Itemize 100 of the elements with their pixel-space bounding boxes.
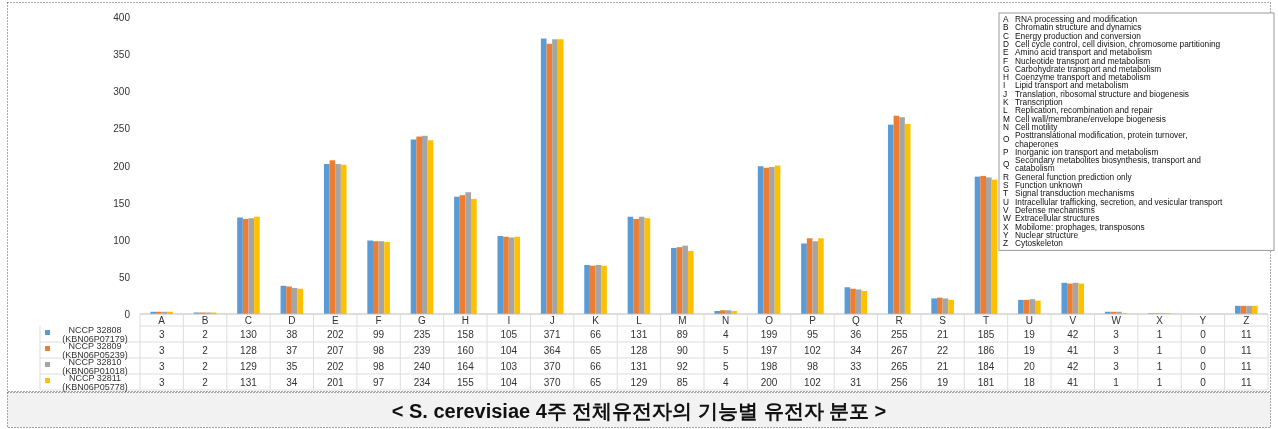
y-tick-label: 350 (113, 49, 131, 61)
data-label: 186 (977, 344, 995, 356)
annotation: O Posttranslational modification, protein turnover, chaperones (1003, 130, 1188, 149)
y-tick-label: 250 (113, 123, 131, 135)
x-tick-label: M (678, 315, 687, 326)
data-label: 370 (543, 376, 561, 388)
text: < S. cerevisiae 4주 전체유전자의 기능별 유전자 분포 > (391, 400, 887, 422)
data-label: 202 (326, 360, 345, 372)
data-label: 199 (760, 328, 778, 340)
data-label: 200 (760, 376, 778, 388)
data-label: 34 (850, 344, 862, 356)
data-label: 3 (1113, 344, 1120, 356)
data-label: 66 (589, 360, 602, 372)
x-tick-label: P (809, 315, 817, 326)
data-label: 21 (937, 360, 949, 372)
data-label: 2 (202, 344, 209, 356)
data-label: 164 (457, 360, 475, 372)
annotation: K Transcription (1003, 97, 1064, 107)
data-label: 129 (630, 376, 648, 388)
x-tick-label: U (1025, 315, 1033, 326)
data-label: 21 (937, 328, 949, 340)
data-label: 181 (977, 376, 995, 388)
x-tick-label: B (201, 315, 209, 326)
data-label: 41 (1067, 344, 1079, 356)
data-label: 370 (543, 360, 561, 372)
data-label: 184 (977, 360, 995, 372)
annotation: B Chromatin structure and dynamics (1003, 22, 1142, 33)
data-label: 22 (937, 344, 949, 356)
data-label: 31 (850, 376, 862, 388)
x-tick-label: H (461, 315, 469, 326)
data-label: 98 (373, 344, 385, 356)
data-label: 130 (240, 328, 258, 340)
x-tick-label: D (288, 315, 296, 326)
x-tick-label: E (331, 315, 339, 326)
data-label: 66 (589, 328, 602, 340)
data-label: 0 (1200, 344, 1207, 356)
data-label: 3 (158, 328, 165, 340)
x-tick-label: C (244, 315, 253, 326)
data-label: 0 (1200, 328, 1207, 340)
data-label: 2 (202, 376, 209, 388)
data-label: 265 (890, 360, 909, 372)
data-label: 158 (457, 328, 475, 340)
y-tick-label: 50 (118, 271, 131, 283)
annotation: H Coenzyme transport and metabolism (1003, 72, 1151, 83)
data-label: 3 (158, 344, 165, 356)
data-label: 256 (890, 376, 909, 388)
data-label: 99 (373, 328, 385, 340)
data-label: 131 (240, 376, 258, 388)
data-label: 235 (413, 328, 431, 340)
data-label: 41 (1067, 376, 1079, 388)
data-label: 197 (760, 344, 778, 356)
data-label: 104 (500, 376, 518, 388)
y-tick-label: 0 (124, 309, 131, 320)
data-label: 19 (1023, 328, 1036, 340)
data-label: 2 (202, 328, 209, 340)
data-label: 202 (326, 328, 345, 340)
x-tick-label: A (158, 315, 166, 326)
data-label: 4 (722, 376, 729, 388)
x-tick-label: N (722, 315, 730, 326)
data-label: 185 (977, 328, 995, 340)
data-label: 11 (1241, 328, 1252, 340)
data-label: 131 (630, 360, 648, 372)
data-label: 33 (850, 360, 862, 372)
data-label: 36 (850, 328, 862, 340)
data-label: 0 (1200, 376, 1207, 388)
x-tick-label: F (375, 315, 382, 326)
data-label: 35 (286, 360, 298, 372)
data-label: 201 (326, 376, 345, 388)
data-label: 102 (804, 376, 822, 388)
data-label: 98 (806, 360, 819, 372)
annotation: A RNA processing and modification (1003, 14, 1138, 24)
data-label: 1 (1113, 376, 1120, 388)
data-label: 89 (676, 328, 689, 340)
x-tick-label: R (895, 315, 903, 326)
data-label: 3 (158, 360, 165, 372)
annotation: T Signal transduction mechanisms (1003, 188, 1135, 199)
x-tick-label: Q (851, 315, 860, 326)
data-label: 3 (1113, 328, 1120, 340)
data-label: 37 (286, 344, 298, 356)
data-label: 19 (937, 376, 949, 388)
data-label: 267 (890, 344, 909, 356)
data-label: 102 (804, 344, 822, 356)
annotation: I Lipid transport and metabolism (1003, 80, 1129, 91)
data-label: 3 (158, 376, 165, 388)
data-label: 38 (286, 328, 298, 340)
annotation: N Cell motility (1003, 121, 1059, 132)
data-label: 240 (413, 360, 431, 372)
x-tick-label: W (1111, 315, 1122, 326)
data-label: 19 (1023, 344, 1036, 356)
x-tick-label: G (418, 315, 427, 326)
annotation: F Nucleotide transport and metabolism (1003, 55, 1151, 66)
data-label: 255 (890, 328, 909, 340)
data-label: 11 (1241, 344, 1252, 356)
annotation: R General function prediction only (1003, 171, 1133, 182)
data-label: 2 (202, 360, 209, 372)
data-label: 85 (676, 376, 689, 388)
data-label: 97 (373, 376, 385, 388)
data-label: 1 (1156, 328, 1163, 340)
data-label: 198 (760, 360, 778, 372)
annotation: S Function unknown (1003, 180, 1083, 190)
